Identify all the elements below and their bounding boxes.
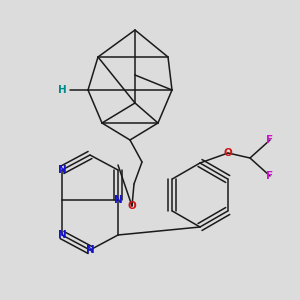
Text: O: O bbox=[128, 201, 136, 211]
Text: N: N bbox=[114, 195, 122, 205]
Text: N: N bbox=[85, 245, 94, 255]
Text: N: N bbox=[58, 165, 66, 175]
Text: H: H bbox=[58, 85, 66, 95]
Text: O: O bbox=[224, 148, 232, 158]
Text: F: F bbox=[266, 135, 274, 145]
Text: N: N bbox=[58, 230, 66, 240]
Text: F: F bbox=[266, 171, 274, 181]
